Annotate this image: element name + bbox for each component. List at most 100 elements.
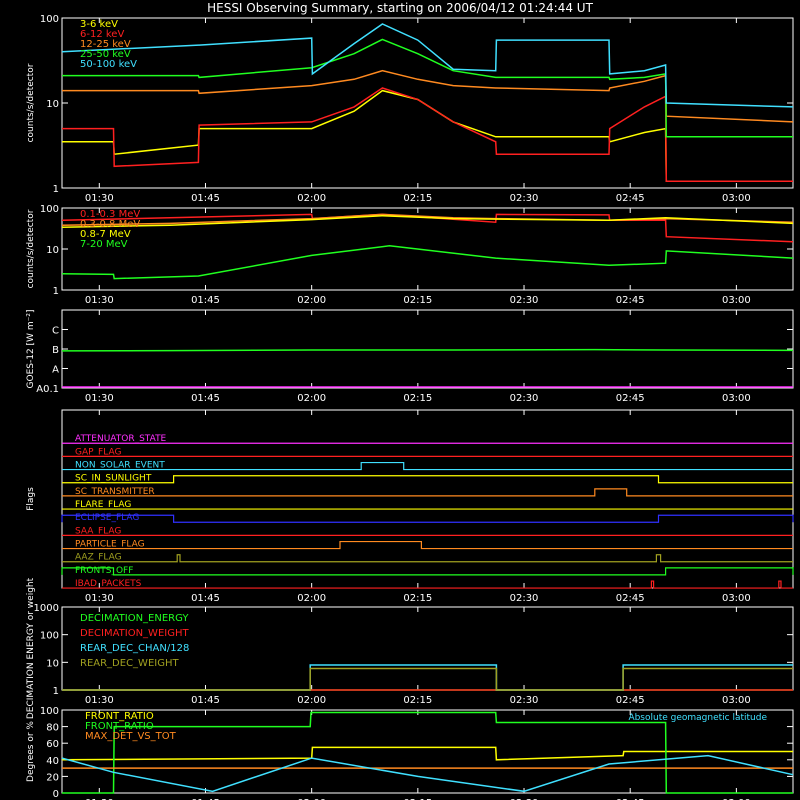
- time-tick-label: 02:45: [616, 193, 645, 204]
- time-tick-label: 02:00: [297, 798, 326, 800]
- time-tick-label: 01:30: [85, 193, 114, 204]
- flag-trace: [62, 475, 793, 484]
- series-line-7-20-mev: [61, 245, 794, 280]
- panel-frame-1: [61, 207, 794, 291]
- y-tick-label: 100: [40, 204, 59, 215]
- time-tick-label: 02:30: [510, 695, 539, 706]
- time-tick-label: 02:15: [403, 695, 432, 706]
- y-axis-label: counts/s/detector: [26, 63, 36, 142]
- y-tick-label: 80: [46, 723, 59, 734]
- time-tick-label: 03:00: [722, 798, 751, 800]
- y-tick-label: 10: [46, 658, 59, 669]
- time-tick-label: 01:45: [191, 393, 220, 404]
- time-tick-label: 03:00: [722, 593, 751, 604]
- time-tick-label: 01:30: [85, 593, 114, 604]
- time-tick-label: 03:00: [722, 393, 751, 404]
- time-tick-label: 01:30: [85, 295, 114, 306]
- series-line-front-ratio: [61, 746, 793, 761]
- flag-trace: [61, 567, 794, 576]
- time-tick-label: 02:15: [403, 393, 432, 404]
- y-tick-label: 1: [53, 184, 59, 195]
- y-axis-label: DECIMATION ENERGY or weight: [26, 577, 36, 719]
- y-tick-label: 20: [46, 772, 59, 783]
- time-tick-label: 02:00: [297, 593, 326, 604]
- time-tick-label: 01:45: [191, 193, 220, 204]
- time-tick-label: 02:30: [510, 393, 539, 404]
- flag-label: FLARE_FLAG: [75, 500, 131, 510]
- time-tick-label: 02:00: [297, 393, 326, 404]
- time-tick-label: 01:45: [191, 695, 220, 706]
- legend-entry: 7-20 MeV: [80, 239, 128, 250]
- y-axis-label: GOES-12 [W m⁻²]: [26, 310, 36, 389]
- legend-entry: 12-25 keV: [80, 39, 131, 50]
- flag-label: ATTENUATOR_STATE: [75, 434, 167, 444]
- flag-label: SC_TRANSMITTER: [75, 487, 155, 497]
- flag-label: GAP_FLAG: [75, 447, 121, 457]
- flag-trace: [62, 461, 793, 471]
- flag-trace: [62, 580, 793, 589]
- flag-trace: [62, 540, 793, 550]
- series-line-front-ratio: [62, 711, 793, 794]
- y-tick-label: 1000: [34, 603, 59, 614]
- time-tick-label: 02:45: [616, 393, 645, 404]
- time-tick-label: 02:45: [616, 295, 645, 306]
- time-tick-label: 02:45: [616, 593, 645, 604]
- legend-entry: 6-12 keV: [80, 29, 124, 40]
- flag-label: PARTICLE_FLAG: [75, 540, 145, 550]
- time-tick-label: 02:00: [297, 695, 326, 706]
- flag-label: SC_IN_SUNLIGHT: [75, 474, 152, 484]
- y-tick-label: 40: [46, 756, 59, 767]
- legend-entry: 25-50 keV: [80, 49, 131, 60]
- y-tick-label: A: [52, 365, 59, 376]
- series-line-50-100-kev: [61, 23, 794, 108]
- flag-trace: [61, 514, 794, 523]
- series-line-goes-long: [61, 348, 794, 352]
- y-tick-label: 60: [46, 739, 59, 750]
- series-line-0-1-0-3-mev: [61, 213, 794, 243]
- time-tick-label: 02:30: [510, 593, 539, 604]
- y-axis-label: Degrees or %: [26, 721, 36, 782]
- time-tick-label: 02:45: [616, 798, 645, 800]
- flag-trace: [62, 554, 793, 563]
- y-tick-label: 100: [40, 631, 59, 642]
- series-line-12-25-kev: [62, 69, 794, 123]
- legend-entry: MAX_DET_VS_TOT: [85, 731, 177, 742]
- y-tick-label: 1: [53, 286, 59, 297]
- series-line-0-3-0-8-mev: [61, 213, 794, 226]
- legend-entry: 0.8-7 MeV: [80, 229, 131, 240]
- time-tick-label: 02:45: [616, 695, 645, 706]
- time-tick-label: 03:00: [722, 695, 751, 706]
- panel-frame-2: [61, 309, 794, 389]
- legend-entry: 50-100 keV: [80, 59, 137, 70]
- time-tick-label: 02:30: [510, 295, 539, 306]
- time-tick-label: 02:15: [403, 798, 432, 800]
- y-tick-label: A0.1: [36, 384, 59, 395]
- flag-label: SAA_FLAG: [75, 526, 121, 536]
- flag-label: IBAD_PACKETS: [75, 579, 142, 589]
- time-tick-label: 03:00: [722, 193, 751, 204]
- legend-entry: REAR_DEC_CHAN/128: [80, 643, 189, 654]
- time-tick-label: 01:45: [191, 593, 220, 604]
- time-tick-label: 02:15: [403, 295, 432, 306]
- flag-label: FRONTS_OFF: [75, 566, 133, 576]
- time-tick-label: 02:00: [297, 193, 326, 204]
- legend-entry: FRONT_RATIO: [85, 711, 154, 722]
- y-tick-label: 1: [53, 686, 59, 697]
- y-tick-label: 100: [40, 14, 59, 25]
- legend-entry: 0.1-0.3 MeV: [80, 209, 140, 220]
- y-tick-label: B: [52, 345, 59, 356]
- legend-entry: 0.3-0.8 MeV: [80, 219, 140, 230]
- flag-label: NON_SOLAR_EVENT: [75, 461, 165, 471]
- time-tick-label: 02:30: [510, 193, 539, 204]
- time-tick-label: 03:00: [722, 295, 751, 306]
- series-line-rear-dec-weight: [62, 667, 793, 691]
- annotation-label: Absolute geomagnetic latitude: [628, 713, 767, 723]
- time-tick-label: 01:30: [85, 798, 114, 800]
- time-tick-label: 01:30: [85, 393, 114, 404]
- y-tick-label: 10: [46, 245, 59, 256]
- y-tick-label: C: [52, 326, 59, 337]
- time-tick-label: 02:00: [297, 295, 326, 306]
- series-line-6-12-kev: [62, 87, 793, 183]
- y-tick-label: 0: [53, 789, 59, 800]
